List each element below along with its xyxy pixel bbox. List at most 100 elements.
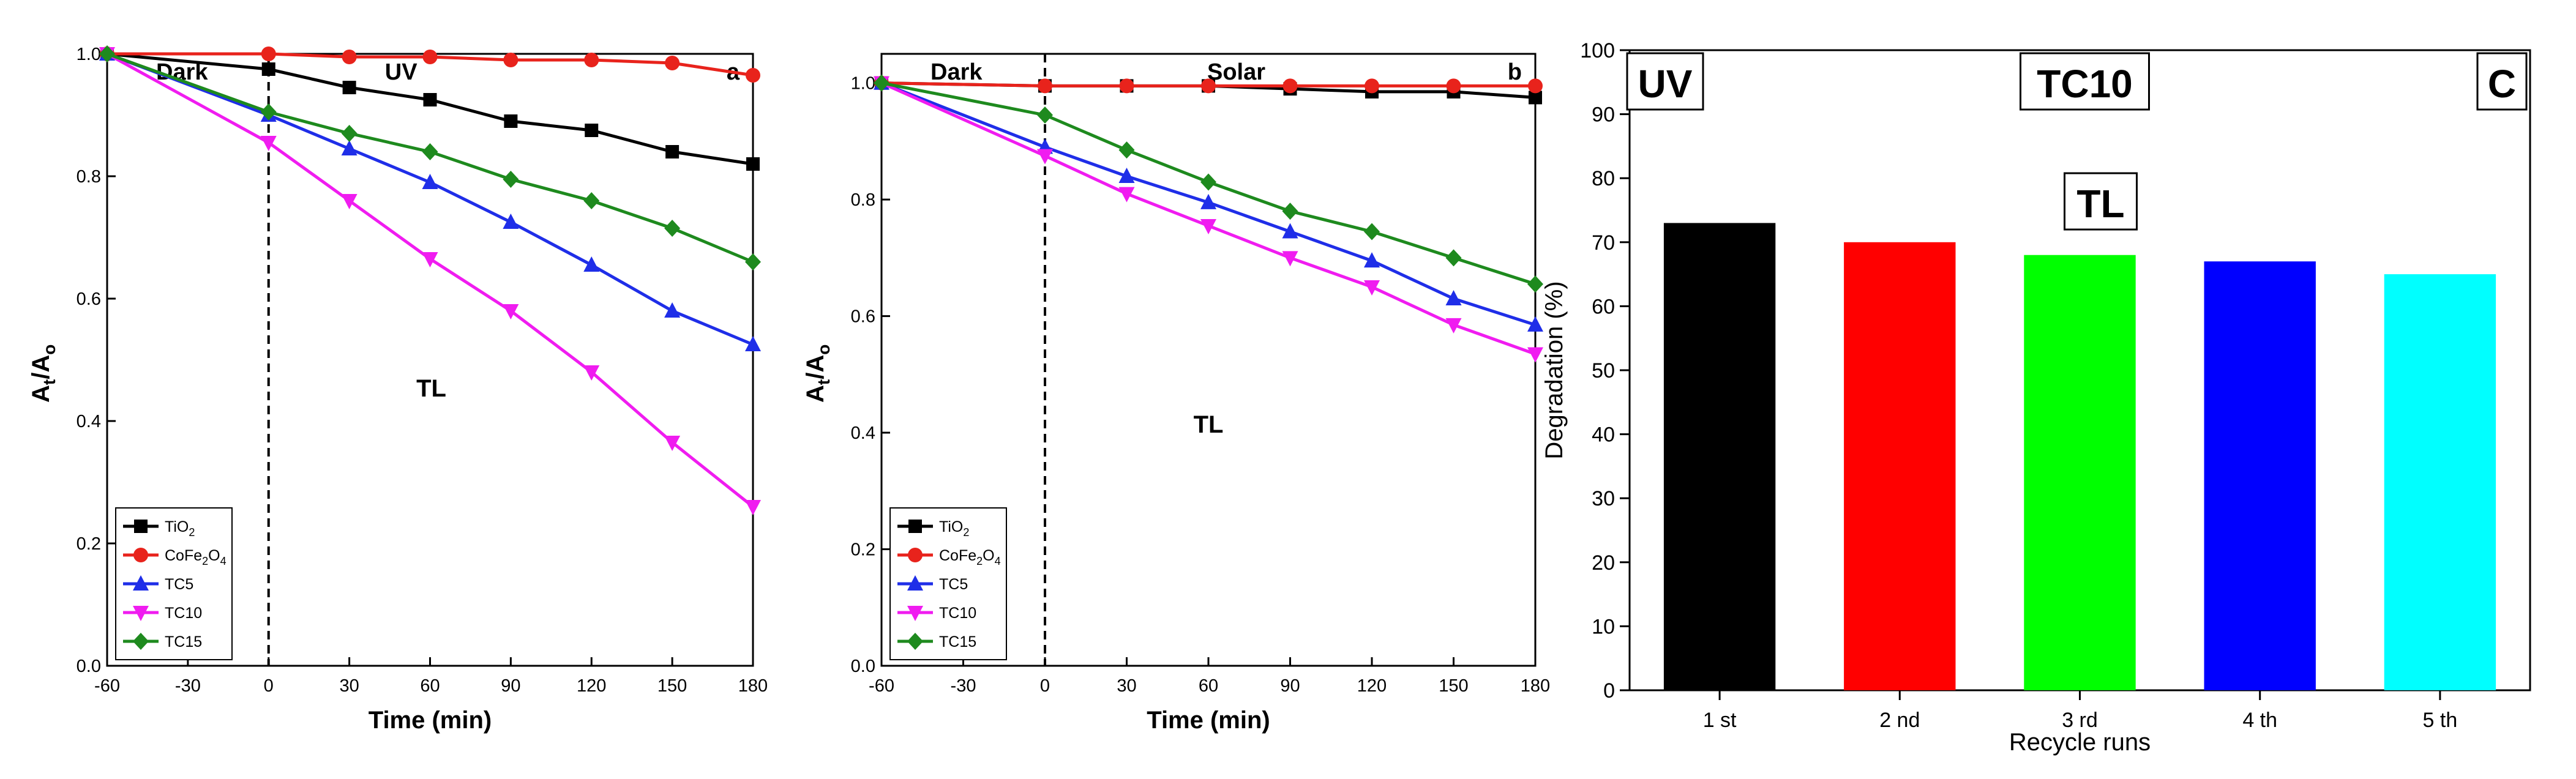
data-point xyxy=(1445,318,1462,334)
data-point xyxy=(745,336,761,351)
y-axis-label-sub: o xyxy=(40,345,59,355)
data-point xyxy=(422,174,438,189)
data-point xyxy=(341,125,358,142)
series-line xyxy=(881,81,1535,88)
data-point xyxy=(584,53,599,67)
legend-label-sub: 4 xyxy=(995,555,1001,567)
data-point xyxy=(503,53,519,67)
legend-entry: CoFe2O4 xyxy=(897,547,1001,567)
data-point xyxy=(1200,173,1216,191)
x-tick-label: 4 th xyxy=(2242,709,2277,732)
data-point xyxy=(1200,218,1216,234)
y-axis-label: Degradation (%) xyxy=(1541,281,1568,459)
data-point xyxy=(664,436,681,451)
data-point xyxy=(1037,106,1053,124)
x-tick-label: 0 xyxy=(264,676,274,696)
x-tick-label: -30 xyxy=(951,676,976,696)
legend-marker xyxy=(908,520,922,533)
legend-label: TC15 xyxy=(165,633,202,650)
data-point xyxy=(746,157,760,171)
series-line xyxy=(107,52,754,166)
data-point xyxy=(1282,203,1298,220)
y-tick-label: 70 xyxy=(1592,231,1615,255)
series-line xyxy=(880,81,1536,356)
data-point xyxy=(583,365,600,381)
x-tick-label: 30 xyxy=(1117,676,1136,696)
legend-label: CoFe2O4 xyxy=(165,547,227,567)
x-tick-label: 90 xyxy=(1280,676,1300,696)
legend-entry: TiO2 xyxy=(897,518,969,539)
bar xyxy=(2204,261,2316,690)
series-TC15 xyxy=(874,74,1543,293)
x-tick-label: 1 st xyxy=(1703,709,1737,732)
y-tick-label: 0.6 xyxy=(77,289,101,309)
legend-entry: TC5 xyxy=(123,575,193,593)
legend-label-main: TiO xyxy=(939,518,963,535)
legend-entry: TC10 xyxy=(123,605,202,622)
series-line xyxy=(107,52,754,264)
data-point xyxy=(1527,275,1543,293)
data-point xyxy=(1446,78,1461,94)
panel-label: C xyxy=(2476,52,2528,111)
line-chart-a: -60 -30 0 30 60 90 120 150 180 0.0 0.2 0.4 0.6 0.8 1.0… xyxy=(28,45,768,734)
data-point xyxy=(99,45,115,62)
legend-marker xyxy=(907,575,923,591)
legend-marker xyxy=(134,520,148,533)
x-tick-label: 120 xyxy=(577,676,606,696)
y-axis-label-sub: t xyxy=(40,379,59,385)
data-point xyxy=(1527,316,1543,332)
data-point xyxy=(1364,223,1380,240)
y-tick-label: 0.8 xyxy=(851,190,875,210)
data-point xyxy=(1365,78,1379,94)
data-point xyxy=(503,171,519,188)
y-tick-label: 0.2 xyxy=(851,540,875,560)
x-tick-label: 180 xyxy=(1521,676,1550,696)
legend-marker xyxy=(133,606,149,621)
y-axis-label-main: A xyxy=(802,385,829,403)
series-TC5 xyxy=(99,45,761,351)
legend-label-tail: O xyxy=(983,547,994,564)
x-tick-label: 0 xyxy=(1040,676,1050,696)
region-label-light: Solar xyxy=(1207,59,1265,85)
y-tick-label: 0.6 xyxy=(851,307,875,327)
series-TC10 xyxy=(99,47,761,515)
y-tick-label: 0.4 xyxy=(77,412,101,431)
legend-marker xyxy=(133,633,149,650)
data-point xyxy=(1282,251,1298,267)
legend-label-main: TC5 xyxy=(165,576,193,593)
y-tick-label: 0.2 xyxy=(77,534,101,554)
data-point xyxy=(745,500,761,515)
y-axis-label: At/Ao xyxy=(28,345,59,403)
tl-label: TL xyxy=(2064,172,2138,231)
panel-label-text: C xyxy=(2488,62,2516,106)
data-point xyxy=(422,50,438,64)
x-tick-label: 180 xyxy=(738,676,768,696)
y-tick-label: 10 xyxy=(1592,615,1615,638)
x-tick-label: -60 xyxy=(94,676,120,696)
region-label-dark: Dark xyxy=(930,59,983,85)
data-point xyxy=(261,62,275,76)
data-point xyxy=(583,192,600,209)
region-label-light: UV xyxy=(385,59,417,85)
panel-label-box xyxy=(2476,52,2528,111)
y-tick-label: 0 xyxy=(1603,679,1615,703)
legend-label-main: CoFe xyxy=(165,547,202,564)
legend-label-main: CoFe xyxy=(939,547,976,564)
x-tick-label: 150 xyxy=(657,676,687,696)
y-axis-label-mid: /A xyxy=(28,355,54,379)
series-line xyxy=(106,52,754,508)
uv-label: UV xyxy=(1626,52,1704,111)
legend-label-main: TiO xyxy=(165,518,189,535)
legend-label: TC15 xyxy=(939,633,976,650)
y-tick-label: 40 xyxy=(1592,423,1615,447)
y-tick-label: 1.0 xyxy=(77,45,101,64)
data-point xyxy=(260,103,277,121)
y-tick-label: 50 xyxy=(1592,359,1615,382)
y-axis-label-sub: t xyxy=(814,379,833,385)
tl-annotation: TL xyxy=(1194,411,1224,438)
legend-marker xyxy=(907,633,923,650)
sample-label: TC10 xyxy=(2020,52,2150,111)
legend-marker xyxy=(907,606,923,621)
data-point xyxy=(1527,347,1543,363)
